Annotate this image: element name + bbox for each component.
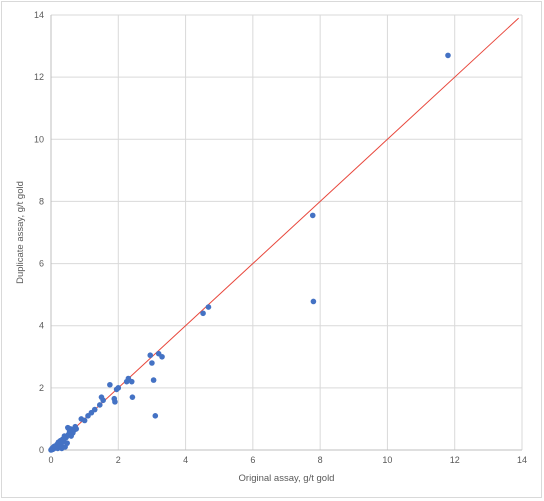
x-tick-label: 12 bbox=[450, 455, 460, 465]
y-tick-label: 8 bbox=[39, 196, 44, 206]
data-point bbox=[100, 397, 106, 404]
data-point bbox=[64, 440, 70, 446]
data-point bbox=[159, 353, 165, 360]
x-axis-title: Original assay, g/t gold bbox=[239, 473, 335, 484]
reference-line bbox=[50, 17, 519, 451]
y-tick-label: 10 bbox=[34, 134, 44, 144]
data-points bbox=[48, 52, 451, 453]
x-tick-label: 4 bbox=[183, 455, 188, 465]
data-point bbox=[200, 310, 206, 317]
x-tick-label: 8 bbox=[318, 455, 323, 465]
y-tick-label: 12 bbox=[34, 72, 44, 82]
y-tick-label: 0 bbox=[39, 445, 44, 455]
data-point bbox=[112, 399, 118, 405]
one-to-one-line bbox=[50, 17, 519, 451]
x-tick-label: 10 bbox=[382, 455, 392, 465]
data-point bbox=[129, 394, 136, 400]
y-axis-title: Duplicate assay, g/t gold bbox=[15, 181, 26, 284]
x-tick-label: 14 bbox=[517, 455, 527, 465]
data-point bbox=[91, 406, 98, 413]
data-point bbox=[96, 402, 103, 408]
y-tick-label: 2 bbox=[39, 383, 44, 393]
data-point bbox=[150, 377, 157, 383]
data-point bbox=[107, 381, 113, 388]
data-point bbox=[152, 413, 159, 419]
data-point bbox=[81, 417, 88, 424]
x-tick-label: 0 bbox=[48, 455, 53, 465]
x-tick-label: 6 bbox=[250, 455, 255, 465]
axes bbox=[50, 15, 522, 451]
tick-labels: 0 2 4 6 8 10 12 14 0 2 4 6 8 10 12 14 bbox=[34, 10, 527, 465]
data-point bbox=[147, 352, 154, 359]
data-point bbox=[310, 298, 317, 305]
data-point bbox=[149, 360, 155, 366]
x-tick-label: 2 bbox=[116, 455, 121, 465]
data-point bbox=[309, 212, 316, 219]
y-tick-label: 6 bbox=[39, 259, 44, 269]
y-tick-label: 14 bbox=[34, 10, 44, 20]
data-point bbox=[205, 304, 212, 310]
data-point bbox=[73, 426, 80, 432]
data-point bbox=[445, 52, 451, 59]
data-point bbox=[115, 385, 122, 391]
data-point bbox=[128, 378, 135, 385]
gridlines bbox=[51, 14, 523, 450]
y-tick-label: 4 bbox=[39, 321, 44, 331]
